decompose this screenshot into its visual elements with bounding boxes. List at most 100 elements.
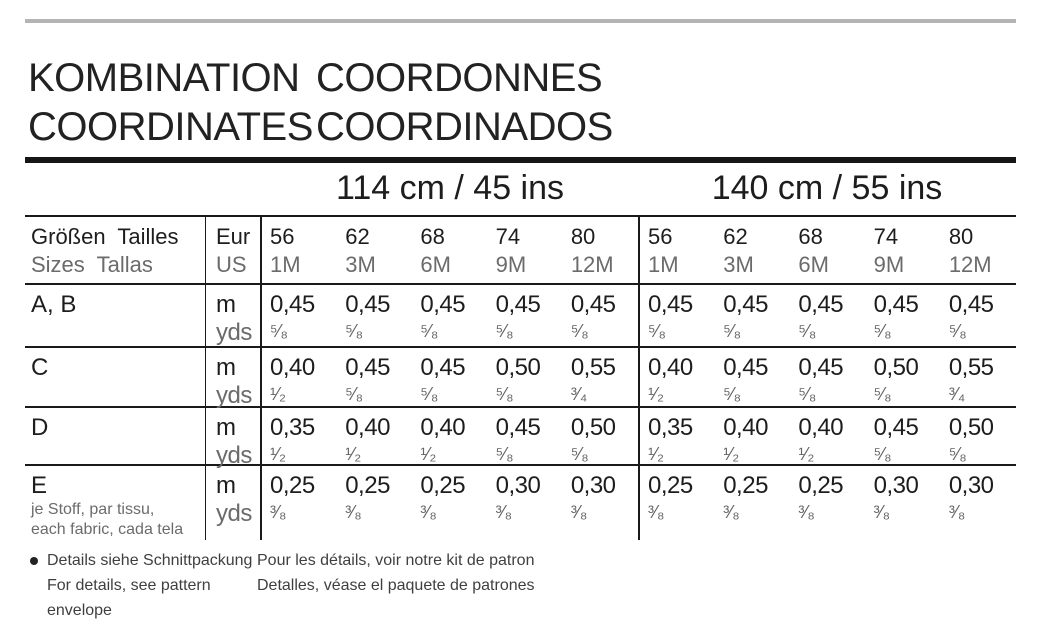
yards-value: ⁵⁄₈ — [948, 321, 967, 341]
measure-cell: 0,45 ⁵⁄₈ — [790, 354, 865, 406]
row-unit-cell: m yds — [205, 348, 262, 409]
metres-value: 0,50 — [570, 414, 616, 441]
fabric-width-140: 140 cm / 55 ins — [711, 169, 943, 207]
yards-value: ⁵⁄₈ — [270, 321, 288, 341]
measure-cell: 0,25 ³⁄₈ — [337, 472, 412, 540]
yards-value: ⁵⁄₈ — [420, 384, 439, 404]
eur-size: 68 — [798, 224, 823, 249]
measure-cell: 0,45 ⁵⁄₈ — [262, 291, 337, 346]
table-row-sizes: Größen Tailles Sizes Tallas Eur US 56 1M … — [25, 215, 1016, 283]
measure-cell: 0,40 ¹⁄₂ — [412, 414, 487, 464]
size-cell: 68 6M — [412, 223, 487, 283]
metres-value: 0,45 — [873, 291, 919, 318]
unit-eur: Eur — [216, 224, 251, 249]
sizes-section-140: 56 1M 62 3M 68 6M 74 9M 80 12M — [638, 217, 1016, 283]
measure-cell: 0,45 ⁵⁄₈ — [337, 354, 412, 406]
measure-cell: 0,50 ⁵⁄₈ — [488, 354, 563, 406]
measure-cell: 0,30 ³⁄₈ — [941, 472, 1016, 540]
measure-cell: 0,30 ³⁄₈ — [866, 472, 941, 540]
metres-value: 0,35 — [270, 414, 315, 441]
bullet-icon — [30, 557, 38, 565]
yards-value: ³⁄₈ — [270, 502, 287, 522]
measure-cell: 0,45 ⁵⁄₈ — [866, 291, 941, 346]
yards-value: ⁵⁄₈ — [723, 321, 742, 341]
row-section-140: 0,40 ¹⁄₂ 0,45 ⁵⁄₈ 0,45 ⁵⁄₈ 0,50 ⁵⁄₈ 0,55 ³⁄₄ — [638, 348, 1016, 406]
row-section-114: 0,25 ³⁄₈ 0,25 ³⁄₈ 0,25 ³⁄₈ 0,30 ³⁄₈ 0,30 ³⁄₈ — [262, 466, 638, 540]
measure-cell: 0,50 ⁵⁄₈ — [941, 414, 1016, 464]
row-label-cell: A, B — [25, 285, 205, 346]
size-cell: 80 12M — [941, 223, 1016, 283]
size-cell: 74 9M — [866, 223, 941, 283]
row-label: C — [31, 354, 49, 381]
row-label: D — [31, 414, 49, 441]
row-label: A, B — [31, 291, 77, 318]
measure-cell: 0,40 ¹⁄₂ — [790, 414, 865, 464]
metres-value: 0,25 — [270, 472, 315, 499]
metres-value: 0,55 — [948, 354, 994, 381]
us-size: 6M — [798, 252, 829, 277]
size-cell: 68 6M — [790, 223, 865, 283]
yards-value: ⁵⁄₈ — [420, 321, 439, 341]
title-kombination: KOMBINATION — [28, 56, 300, 100]
eur-size: 56 — [270, 224, 295, 249]
title-coordonnes: COORDONNES — [316, 56, 603, 100]
us-size: 9M — [495, 252, 527, 277]
measure-cell: 0,25 ³⁄₈ — [412, 472, 487, 540]
measure-cell: 0,45 ⁵⁄₈ — [488, 291, 563, 346]
measure-cell: 0,35 ¹⁄₂ — [640, 414, 715, 464]
measure-cell: 0,45 ⁵⁄₈ — [412, 354, 487, 406]
us-size: 12M — [948, 252, 992, 277]
metres-value: 0,30 — [873, 472, 919, 499]
row-label-cell: E je Stoff, par tissu, each fabric, cada… — [25, 466, 205, 540]
sizes-label-bottom: Sizes Tallas — [31, 252, 153, 277]
yards-value: ¹⁄₂ — [798, 444, 815, 464]
yards-value: ⁵⁄₈ — [798, 321, 817, 341]
yards-value: ³⁄₈ — [948, 502, 966, 522]
us-size: 6M — [420, 252, 451, 277]
yards-value: ³⁄₄ — [570, 384, 588, 404]
measure-cell: 0,45 ⁵⁄₈ — [790, 291, 865, 346]
yards-value: ³⁄₄ — [948, 384, 966, 404]
metres-value: 0,45 — [270, 291, 315, 318]
eur-size: 74 — [873, 224, 899, 249]
row-label-cell: C — [25, 348, 205, 406]
row-section-114: 0,45 ⁵⁄₈ 0,45 ⁵⁄₈ 0,45 ⁵⁄₈ 0,45 ⁵⁄₈ 0,45 ⁵⁄₈ — [262, 285, 638, 346]
title-coordinates: COORDINATES — [28, 105, 313, 149]
yards-value: ¹⁄₂ — [648, 444, 664, 464]
measure-cell: 0,25 ³⁄₈ — [640, 472, 715, 540]
metres-value: 0,25 — [798, 472, 844, 499]
measure-cell: 0,35 ¹⁄₂ — [262, 414, 337, 464]
metres-value: 0,45 — [345, 354, 390, 381]
yards-value: ¹⁄₂ — [270, 444, 286, 464]
table-row-c: C m yds 0,40 ¹⁄₂ 0,45 ⁵⁄₈ 0,45 ⁵⁄₈ 0,50 ⁵⁄₈ … — [25, 346, 1016, 409]
metres-value: 0,50 — [948, 414, 994, 441]
fabric-width-headers: 114 cm / 45 ins 140 cm / 55 ins — [25, 166, 1016, 210]
yards-value: ³⁄₈ — [345, 502, 362, 522]
measure-cell: 0,40 ¹⁄₂ — [262, 354, 337, 406]
yards-value: ³⁄₈ — [420, 502, 437, 522]
metres-value: 0,45 — [495, 414, 541, 441]
metres-value: 0,45 — [345, 291, 390, 318]
yards-value: ¹⁄₂ — [270, 384, 286, 404]
yards-value: ³⁄₈ — [723, 502, 740, 522]
footer-german: Details siehe Schnittpackung — [47, 552, 253, 569]
top-gray-rule — [25, 19, 1016, 23]
measure-cell: 0,40 ¹⁄₂ — [337, 414, 412, 464]
yards-value: ⁵⁄₈ — [873, 321, 892, 341]
unit-yds: yds — [216, 500, 252, 527]
metres-value: 0,25 — [345, 472, 390, 499]
unit-yds: yds — [216, 442, 252, 469]
row-section-140: 0,35 ¹⁄₂ 0,40 ¹⁄₂ 0,40 ¹⁄₂ 0,45 ⁵⁄₈ 0,50 ⁵⁄₈ — [638, 408, 1016, 464]
metres-value: 0,25 — [648, 472, 693, 499]
metres-value: 0,45 — [948, 291, 994, 318]
yards-value: ⁵⁄₈ — [873, 384, 892, 404]
eur-size: 68 — [420, 224, 445, 249]
measure-cell: 0,30 ³⁄₈ — [563, 472, 638, 540]
measure-cell: 0,50 ⁵⁄₈ — [866, 354, 941, 406]
measure-cell: 0,45 ⁵⁄₈ — [715, 291, 790, 346]
metres-value: 0,40 — [798, 414, 844, 441]
measure-cell: 0,45 ⁵⁄₈ — [488, 414, 563, 464]
row-unit-cell: m yds — [205, 285, 262, 346]
row-section-140: 0,25 ³⁄₈ 0,25 ³⁄₈ 0,25 ³⁄₈ 0,30 ³⁄₈ 0,30 ³⁄₈ — [638, 466, 1016, 540]
